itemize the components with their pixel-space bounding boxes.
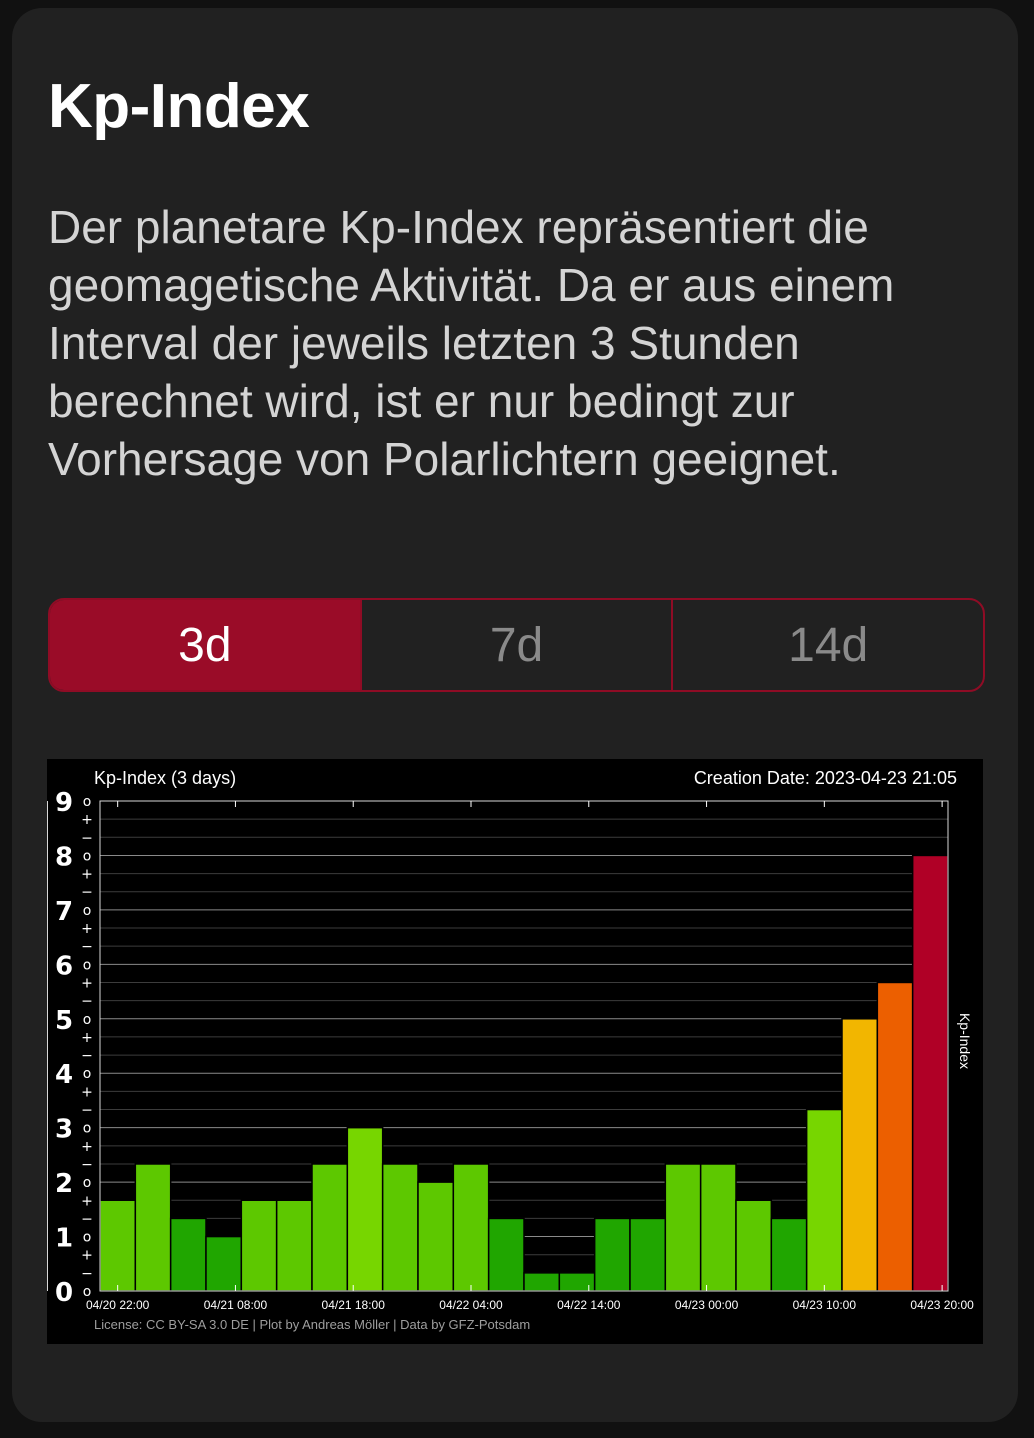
y-tick-label: 0	[55, 1278, 73, 1308]
y-minor-symbol: +	[81, 975, 93, 991]
y-minor-symbol: o	[83, 848, 92, 864]
kp-bar	[487, 1217, 525, 1292]
y-minor-symbol: −	[81, 885, 93, 901]
plot-frame	[99, 800, 949, 1292]
y-minor-symbol: −	[81, 994, 93, 1010]
y-minor-symbol: −	[81, 939, 93, 955]
kp-bar	[911, 854, 949, 1292]
kp-bar	[240, 1199, 278, 1292]
card-title: Kp-Index	[48, 72, 310, 141]
y-tick-label: 9	[55, 788, 73, 818]
x-tick-label: 04/20 22:00	[86, 1298, 150, 1312]
kp-bar	[735, 1199, 773, 1292]
chart-creation-date: Creation Date: 2023-04-23 21:05	[694, 768, 957, 788]
y-minor-symbol: o	[83, 957, 92, 973]
y-tick-label: 5	[55, 1006, 73, 1036]
x-tick-label: 04/23 00:00	[675, 1298, 739, 1312]
y-tick-label: 6	[55, 951, 73, 981]
kp-bar	[699, 1163, 737, 1292]
y-tick-label: 1	[55, 1224, 73, 1254]
kp-bar	[205, 1235, 243, 1292]
y-minor-symbol: −	[81, 1266, 93, 1282]
kp-bar	[805, 1108, 843, 1292]
range-3d-button[interactable]: 3d	[50, 600, 360, 690]
y-minor-symbol: o	[83, 1175, 92, 1191]
y-tick-label: 3	[55, 1115, 73, 1145]
x-tick-label: 04/21 18:00	[322, 1298, 386, 1312]
kp-chart-svg: Kp-Index (3 days) Creation Date: 2023-04…	[47, 768, 974, 1332]
chart-title: Kp-Index (3 days)	[94, 768, 236, 788]
kp-index-chart: Kp-Index (3 days) Creation Date: 2023-04…	[47, 759, 983, 1344]
kp-bar	[876, 981, 914, 1292]
y-tick-label: 7	[55, 897, 73, 927]
y-minor-symbol: −	[81, 1103, 93, 1119]
y-minor-symbol: o	[83, 1012, 92, 1028]
kp-bar	[275, 1199, 313, 1292]
y-minor-symbol: +	[81, 1030, 93, 1046]
chart-y-label: Kp-Index	[957, 1013, 973, 1069]
range-7d-button[interactable]: 7d	[359, 600, 672, 690]
y-minor-symbol: o	[83, 903, 92, 919]
y-minor-symbol: o	[83, 1066, 92, 1082]
kp-bar	[99, 1199, 137, 1292]
range-selector: 3d 7d 14d	[48, 598, 985, 692]
kp-bar	[169, 1217, 207, 1292]
y-minor-symbol: −	[81, 1048, 93, 1064]
y-minor-symbol: o	[83, 794, 92, 810]
x-tick-label: 04/21 08:00	[204, 1298, 268, 1312]
kp-bar	[523, 1272, 561, 1292]
y-minor-symbol: +	[81, 1084, 93, 1100]
kp-bar	[629, 1217, 667, 1292]
kp-bar	[417, 1181, 455, 1292]
y-minor-symbol: o	[83, 1230, 92, 1246]
kp-bar	[841, 1018, 879, 1292]
x-tick-label: 04/22 14:00	[557, 1298, 621, 1312]
y-tick-label: 8	[55, 842, 73, 872]
chart-license: License: CC BY-SA 3.0 DE | Plot by Andre…	[94, 1317, 530, 1332]
x-tick-label: 04/22 04:00	[439, 1298, 503, 1312]
y-minor-symbol: +	[81, 1139, 93, 1155]
range-14d-button[interactable]: 14d	[671, 600, 983, 690]
y-minor-symbol: +	[81, 1193, 93, 1209]
y-minor-symbol: +	[81, 1248, 93, 1264]
y-minor-symbol: +	[81, 867, 93, 883]
y-minor-symbol: o	[83, 1121, 92, 1137]
y-tick-label: 2	[55, 1169, 73, 1199]
kp-bar	[134, 1163, 172, 1292]
y-minor-symbol: +	[81, 921, 93, 937]
kp-bar	[452, 1163, 490, 1292]
card-description: Der planetare Kp-Index repräsentiert die…	[48, 201, 895, 485]
x-tick-label: 04/23 20:00	[910, 1298, 974, 1312]
kp-bar	[311, 1163, 349, 1292]
y-minor-symbol: −	[81, 830, 93, 846]
y-minor-symbol: −	[81, 1211, 93, 1227]
y-tick-label: 4	[55, 1060, 73, 1090]
kp-bar	[770, 1217, 808, 1292]
x-tick-label: 04/23 10:00	[793, 1298, 857, 1312]
kp-bar	[593, 1217, 631, 1292]
kp-bar	[381, 1163, 419, 1292]
y-minor-symbol: −	[81, 1157, 93, 1173]
kp-index-card: Kp-Index Der planetare Kp-Index repräsen…	[12, 8, 1018, 1422]
y-minor-symbol: o	[83, 1284, 92, 1300]
y-minor-symbol: +	[81, 812, 93, 828]
kp-bar	[558, 1272, 596, 1292]
kp-bar	[346, 1126, 384, 1292]
kp-bar	[664, 1163, 702, 1292]
